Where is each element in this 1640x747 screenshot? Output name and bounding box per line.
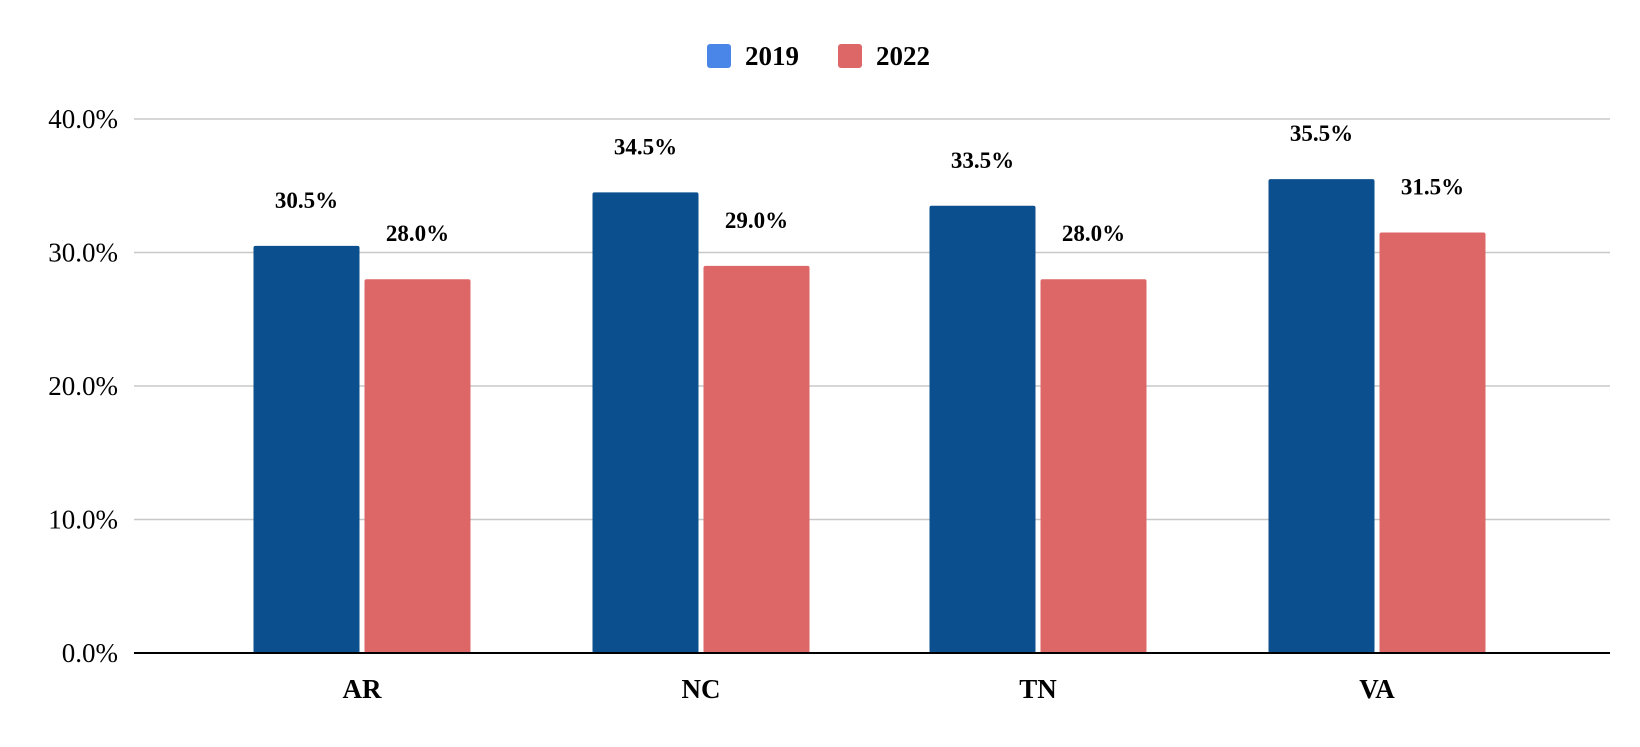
x-tick-label: TN bbox=[1019, 674, 1057, 704]
bar-2019-ar bbox=[253, 245, 360, 653]
bar-2019-tn bbox=[929, 205, 1036, 653]
bar-2022-ar bbox=[364, 279, 471, 653]
x-axis-tick-labels: AR NC TN VA bbox=[343, 674, 1396, 704]
x-tick-label: NC bbox=[682, 674, 721, 704]
y-tick-label: 40.0% bbox=[48, 104, 118, 134]
data-label: 33.5% bbox=[951, 148, 1014, 173]
data-label: 29.0% bbox=[725, 208, 788, 233]
bar-2022-va bbox=[1379, 232, 1486, 653]
data-label: 35.5% bbox=[1290, 121, 1353, 146]
y-axis-tick-labels: 0.0% 10.0% 20.0% 30.0% 40.0% bbox=[48, 104, 118, 668]
bars bbox=[253, 179, 1486, 654]
y-tick-label: 0.0% bbox=[62, 638, 118, 668]
data-label: 28.0% bbox=[386, 221, 449, 246]
bar-2022-nc bbox=[703, 265, 810, 653]
bar-2019-nc bbox=[592, 192, 699, 654]
data-label: 30.5% bbox=[275, 188, 338, 213]
data-label: 31.5% bbox=[1401, 174, 1464, 199]
data-labels: 30.5% 28.0% 34.5% 29.0% 33.5% 28.0% 35.5% 31.5% bbox=[275, 121, 1464, 246]
legend-label-2019: 2019 bbox=[745, 41, 799, 71]
bar-2022-tn bbox=[1040, 279, 1147, 653]
x-tick-label: AR bbox=[343, 674, 382, 704]
y-tick-label: 30.0% bbox=[48, 238, 118, 268]
y-tick-label: 20.0% bbox=[48, 371, 118, 401]
data-label: 28.0% bbox=[1062, 221, 1125, 246]
legend-label-2022: 2022 bbox=[876, 41, 930, 71]
y-tick-label: 10.0% bbox=[48, 505, 118, 535]
data-label: 34.5% bbox=[614, 134, 677, 159]
legend: 2019 2022 bbox=[707, 41, 930, 71]
legend-swatch-2019 bbox=[707, 44, 731, 68]
x-tick-label: VA bbox=[1359, 674, 1395, 704]
legend-swatch-2022 bbox=[838, 44, 862, 68]
bar-2019-va bbox=[1268, 179, 1375, 653]
